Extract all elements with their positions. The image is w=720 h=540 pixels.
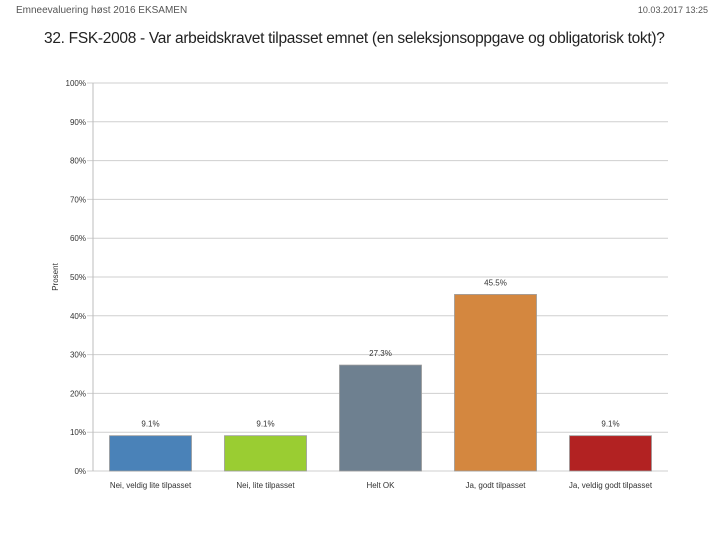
- x-tick-label: Nei, lite tilpasset: [236, 481, 295, 490]
- y-tick-label: 20%: [70, 389, 86, 398]
- x-tick-label: Nei, veldig lite tilpasset: [110, 481, 192, 490]
- bar-data-label: 45.5%: [484, 278, 507, 287]
- x-tick-label: Ja, godt tilpasset: [465, 481, 526, 490]
- bar: [224, 435, 307, 472]
- y-tick-label: 30%: [70, 351, 86, 360]
- y-axis-label: Prosent: [51, 262, 60, 290]
- y-tick-label: 10%: [70, 428, 86, 437]
- bar: [569, 435, 652, 472]
- y-tick-label: 0%: [74, 467, 86, 476]
- bar: [339, 364, 422, 472]
- y-tick-label: 60%: [70, 234, 86, 243]
- report-header-timestamp: 10.03.2017 13:25: [637, 5, 708, 15]
- y-tick-label: 100%: [66, 79, 86, 88]
- y-tick-label: 80%: [70, 157, 86, 166]
- bar-data-label: 27.3%: [369, 349, 392, 358]
- bar: [109, 435, 192, 472]
- y-tick-label: 70%: [70, 195, 86, 204]
- bar: [454, 294, 537, 472]
- bar-data-label: 9.1%: [601, 420, 619, 429]
- report-header-title: Emneevaluering høst 2016 EKSAMEN: [16, 5, 188, 16]
- x-tick-label: Ja, veldig godt tilpasset: [569, 481, 653, 490]
- chart-title: 32. FSK-2008 - Var arbeidskravet tilpass…: [44, 30, 665, 47]
- bar-data-label: 9.1%: [141, 420, 159, 429]
- bars: [109, 294, 652, 472]
- y-tick-label: 40%: [70, 312, 86, 321]
- y-tick-labels: 0% 10% 20% 30% 40% 50% 60% 70% 80% 90% 100%: [66, 79, 86, 476]
- bar-data-labels: 9.1% 9.1% 27.3% 45.5% 9.1%: [141, 278, 619, 428]
- y-tick-label: 90%: [70, 118, 86, 127]
- gridlines: [87, 82, 668, 472]
- x-tick-label: Helt OK: [366, 481, 395, 490]
- bar-data-label: 9.1%: [256, 420, 274, 429]
- x-tick-labels: Nei, veldig lite tilpasset Nei, lite tilp…: [110, 481, 653, 490]
- y-tick-label: 50%: [70, 273, 86, 282]
